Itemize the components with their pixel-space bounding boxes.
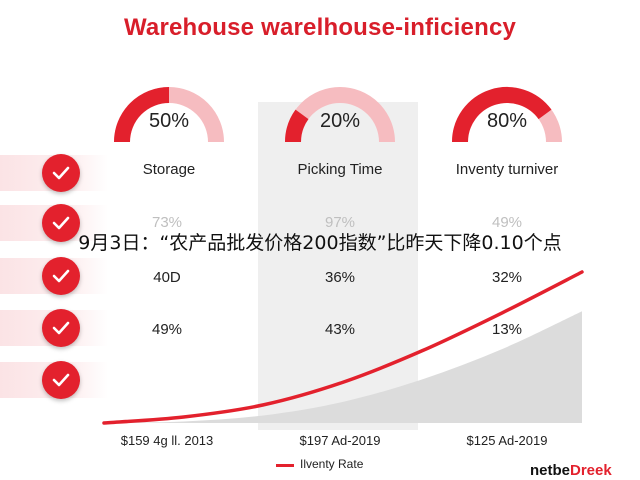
gauge-value: 20% bbox=[319, 110, 361, 132]
table-cell: 32% bbox=[491, 269, 523, 286]
gauge-value: 50% bbox=[148, 110, 190, 132]
highlight-column-panel bbox=[258, 102, 418, 430]
gauge-arc-icon bbox=[114, 87, 224, 143]
overlay-caption: 9月3日：“农产品批发价格200指数”比昨天下降0.10个点 bbox=[78, 232, 562, 254]
metric-label-storage: Storage bbox=[142, 161, 196, 178]
line-series bbox=[102, 270, 584, 425]
table-cell: 43% bbox=[324, 321, 356, 338]
chart-title: Warehouse warelhouse-inficiency bbox=[123, 14, 517, 41]
checkmark-icon bbox=[42, 204, 80, 242]
gauge-arc-icon bbox=[452, 87, 562, 143]
brand-part-1: netbe bbox=[530, 462, 571, 479]
legend-label: Ilventy Rate bbox=[300, 457, 364, 471]
metric-label-inventory: Inventy turniver bbox=[455, 161, 559, 178]
table-cell: 73% bbox=[151, 214, 183, 231]
x-tick-label: $125 Ad-2019 bbox=[466, 433, 548, 448]
brand-part-2: Dreek bbox=[570, 462, 612, 479]
inventory-turnover-gauge: 80% bbox=[449, 86, 565, 144]
x-tick-label: $197 Ad-2019 bbox=[299, 433, 381, 448]
area-series bbox=[104, 311, 582, 423]
metric-label-picking-time: Picking Time bbox=[297, 161, 383, 178]
checkmark-icon bbox=[42, 257, 80, 295]
checkmark-icon bbox=[42, 361, 80, 399]
gauge-value: 80% bbox=[486, 110, 528, 132]
table-cell: 49% bbox=[491, 214, 523, 231]
gauge-fill bbox=[452, 87, 552, 143]
table-cell: 49% bbox=[151, 321, 183, 338]
table-cell: 36% bbox=[324, 269, 356, 286]
brand-logo: netbeDreek bbox=[530, 462, 612, 479]
table-cell: 13% bbox=[491, 321, 523, 338]
table-cell: 97% bbox=[324, 214, 356, 231]
gauge-fill bbox=[114, 87, 170, 143]
gauge-fill bbox=[285, 109, 309, 143]
checkmark-icon bbox=[42, 154, 80, 192]
checkmark-icon bbox=[42, 309, 80, 347]
legend-swatch bbox=[276, 464, 294, 467]
gauge-arc-icon bbox=[285, 87, 395, 143]
table-cell: 40D bbox=[153, 269, 181, 286]
picking-time-gauge: 20% bbox=[282, 86, 398, 144]
storage-gauge: 50% bbox=[111, 86, 227, 144]
x-tick-label: $159 4g ll. 2013 bbox=[120, 433, 214, 448]
